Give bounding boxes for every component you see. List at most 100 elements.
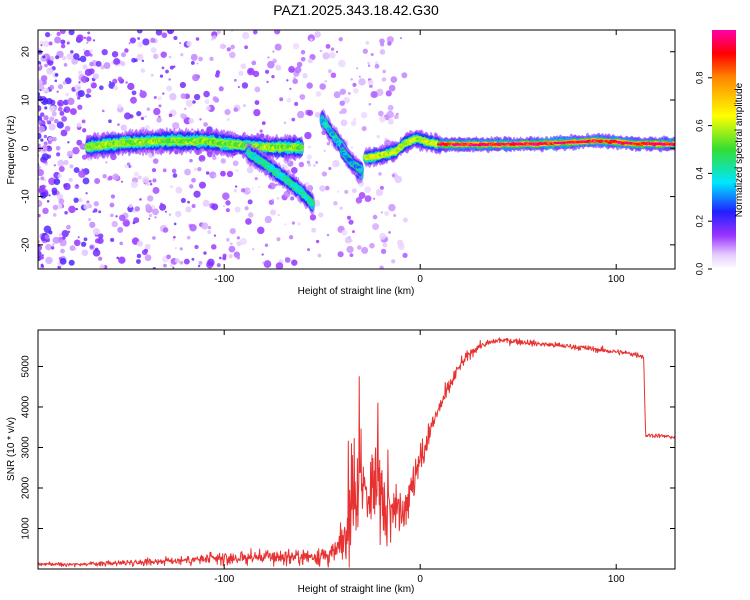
- spectrogram-speckle: [86, 41, 89, 44]
- spectrogram-speckle: [325, 43, 331, 49]
- spectrogram-speckle: [40, 44, 43, 47]
- spectrogram-speckle: [81, 168, 84, 171]
- spectrogram-speckle: [230, 51, 236, 57]
- snr-ytick-label: 3000: [21, 436, 32, 459]
- spectrogram-speckle: [307, 185, 314, 192]
- spectrogram-speckle: [98, 233, 104, 239]
- spectrogram-ylabel: Frequency (Hz): [6, 116, 17, 185]
- spectrogram-speckle: [268, 199, 275, 205]
- spectrogram-speckle: [290, 65, 294, 70]
- spectrogram-speckle: [353, 118, 357, 122]
- spectrogram-speckle: [207, 225, 212, 230]
- spectrogram-speckle: [222, 204, 226, 208]
- spectrogram-speckle: [362, 48, 368, 54]
- colorbar-ticks: 0.0 0.2 0.4 0.6 0.8: [694, 72, 712, 275]
- spectrogram-speckle: [52, 204, 59, 211]
- spectrogram-speckle: [38, 92, 41, 97]
- spectrogram-speckle: [38, 168, 44, 177]
- spectrogram-speckle: [244, 206, 249, 211]
- spectrogram-speckle: [229, 227, 236, 235]
- spectrogram-speckle: [370, 52, 374, 57]
- spectrogram-speckle: [69, 164, 74, 169]
- spectrogram-speckle: [247, 212, 254, 218]
- spectrogram-speckle: [180, 53, 184, 57]
- spectrogram-speckle: [373, 197, 376, 200]
- spectrogram-speckle: [43, 134, 48, 139]
- spectrogram-speckle: [358, 75, 361, 78]
- spectrogram-speckle: [78, 198, 83, 203]
- spectrogram-speckle: [225, 200, 231, 206]
- spectrogram-speckle: [140, 68, 146, 73]
- spectrogram-speckle: [78, 70, 83, 75]
- spectrogram-speckle: [194, 244, 199, 250]
- spectrogram-speckle: [110, 237, 115, 243]
- spectrogram-speckle: [87, 31, 91, 35]
- spectrogram-speckle: [92, 210, 95, 213]
- spectrogram-speckle: [183, 258, 190, 265]
- spectrogram-speckle: [220, 158, 227, 164]
- spectrogram-speckle: [382, 69, 387, 74]
- spectrogram-speckle: [140, 116, 145, 121]
- spectrogram-speckle: [211, 37, 214, 41]
- spectrogram-speckle: [290, 166, 298, 174]
- spectrogram-speckle: [401, 72, 408, 79]
- spectrogram-speckle: [88, 217, 92, 221]
- spectrogram-speckle: [40, 87, 44, 91]
- spectrogram-speckle: [394, 175, 402, 184]
- spectrogram-speckle: [344, 236, 352, 244]
- spectrogram-speckle: [39, 79, 42, 82]
- spectrogram-speckle: [297, 222, 301, 226]
- spectrogram-speckle: [99, 264, 105, 269]
- spectrogram-speckle: [60, 39, 66, 45]
- spectrogram-speckle: [267, 56, 270, 59]
- spectrogram-speckle: [306, 154, 312, 160]
- spectrogram-speckle: [233, 78, 237, 82]
- spectrogram-speckle: [266, 80, 269, 84]
- spectrogram-speckle: [247, 67, 255, 76]
- spectrogram-speckle: [47, 59, 54, 66]
- spectrogram-speckle: [66, 224, 71, 230]
- spectrogram-speckle: [172, 122, 180, 130]
- spectrogram-speckle: [361, 126, 367, 132]
- spectrogram-speckle: [319, 83, 326, 90]
- spectrogram-speckle: [98, 256, 103, 261]
- snr-panel: -100 0 100 1000 2000 3000 4000 5000 Height of s…: [6, 329, 676, 595]
- spectrogram-speckle: [380, 42, 385, 47]
- spectrogram-speckle: [58, 166, 65, 173]
- spectrogram-speckle: [51, 187, 58, 194]
- spectrogram-speckle: [77, 96, 81, 100]
- spectrogram-speckle: [168, 78, 171, 81]
- spectrogram-speckle: [80, 241, 87, 247]
- spectrogram-speckle: [43, 178, 47, 182]
- spectrogram-speckle: [309, 214, 317, 221]
- snr-ylabel: SNR (10 * v/v): [6, 417, 17, 481]
- spectrogram-speckle: [111, 50, 119, 58]
- spectrogram-speckle: [387, 41, 392, 46]
- spectrogram-speckle: [302, 73, 308, 79]
- spectrogram-speckle: [52, 136, 57, 142]
- spectrogram-speckle: [63, 106, 71, 113]
- spectrogram-speckle: [296, 61, 303, 68]
- spectrogram-speckle: [113, 58, 121, 65]
- spectrogram-speckle: [315, 239, 320, 244]
- spectrogram-speckle: [350, 120, 357, 127]
- spectrogram-speckle: [61, 229, 69, 238]
- spectrogram-speckle: [162, 168, 167, 173]
- spectrogram-speckle: [117, 103, 122, 109]
- spectrogram-speckle: [252, 30, 258, 35]
- spectrogram-speckle: [44, 234, 50, 240]
- spectrogram-speckle: [49, 56, 55, 61]
- spectrogram-speckle: [190, 61, 195, 65]
- spectrogram-speckle: [191, 257, 195, 261]
- spectrogram-speckle: [163, 263, 167, 268]
- spectrogram-speckle: [78, 81, 81, 84]
- spectrogram-speckle: [211, 203, 219, 211]
- spectrogram-speckle: [264, 69, 270, 74]
- spectrogram-speckle: [184, 168, 191, 176]
- spectrogram-speckle: [230, 44, 235, 50]
- spectrogram-speckle: [318, 212, 324, 218]
- spectrogram-speckle: [232, 160, 239, 167]
- spectrogram-speckle: [378, 172, 382, 176]
- spectrogram-speckle: [379, 115, 386, 123]
- spectrogram-speckle: [141, 249, 148, 256]
